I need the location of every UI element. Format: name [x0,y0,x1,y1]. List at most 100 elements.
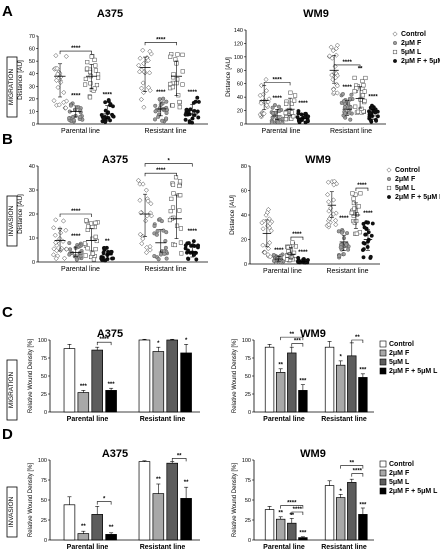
chart-b-3: WM9 0 20 40 60 80 Distance [AU] Parental line Re… [229,154,440,275]
y-tick-label: 0 [44,538,47,544]
data-point [53,77,60,83]
data-point [265,246,271,252]
legend-swatch [379,469,387,477]
y-tick-label: 60 [29,47,35,53]
data-point [342,105,347,110]
data-point [106,98,111,102]
data-point [326,199,332,205]
data-point [264,102,270,108]
significance-label: **** [272,96,282,102]
bar [166,462,178,541]
data-point [140,181,146,187]
significance-label: ** [355,335,360,341]
data-point [147,70,153,76]
data-point [138,96,144,103]
data-point [333,45,339,52]
data-point [85,60,90,65]
data-point [93,63,98,68]
y-axis-label: Relative Wound Density [%] [232,463,238,538]
significance-label: *** [299,530,307,536]
data-point [354,218,359,224]
data-point [358,191,363,196]
bar [264,509,275,541]
data-point [175,77,180,82]
y-tick-label: 75 [41,478,47,484]
data-point [330,47,336,54]
chart-c-4: A375 0 25 50 75 100 Relative Wound Density [%]… [28,328,200,423]
data-point [53,217,59,223]
y-tick-label: 60 [237,82,243,88]
y-tick-label: 50 [245,498,251,504]
data-point [194,257,199,262]
y-tick-label: 120 [234,41,243,47]
data-point [359,106,364,111]
x-group-label: Resistant line [321,544,367,550]
data-point [339,230,344,235]
data-point [82,241,88,246]
chart-title: WM9 [303,8,329,20]
legend-label: 2μM F [389,470,410,477]
data-point [293,93,298,98]
data-point [284,101,289,106]
data-point [326,222,332,228]
legend-label: 5μM L [389,479,410,486]
data-point [267,254,273,260]
significance-label: ** [358,66,363,72]
data-point [111,114,116,119]
y-tick-label: 50 [41,498,47,504]
data-point [108,249,113,254]
data-point [74,257,79,262]
significance-label: **** [363,211,373,217]
data-point [93,247,98,252]
data-point [139,241,145,247]
data-point [340,92,345,97]
data-point [258,82,265,88]
y-tick-label: 75 [245,356,251,362]
bar [347,482,357,541]
data-point [363,232,368,237]
significance-bracket [59,213,92,217]
significance-bracket [280,505,304,509]
x-group-label: Resistant line [144,266,186,273]
significance-label: * [157,341,160,347]
data-point [88,69,93,75]
data-point [260,242,266,248]
data-point [331,182,337,188]
y-axis-label: Relative Wound Density [%] [28,339,34,414]
data-point [71,118,76,123]
data-point [92,86,97,91]
data-point [155,228,160,233]
data-point [360,93,365,98]
x-group-label: Resistant line [326,268,368,275]
data-point [170,182,176,187]
data-point [99,256,104,261]
chart-title: WM9 [300,328,326,340]
data-point [262,249,268,255]
data-point [345,231,350,236]
y-tick-label: 20 [29,97,35,103]
bar [275,372,286,413]
y-tick-label: 0 [44,410,47,416]
data-point [177,208,182,213]
data-point [329,55,335,61]
data-point [305,118,310,123]
data-point [178,193,183,198]
significance-label: **** [293,507,303,513]
y-axis-label: Relative Wound Density [%] [232,339,238,414]
bar [91,514,103,541]
y-tick-label: 100 [242,338,251,344]
significance-label: *** [80,384,88,390]
data-point [55,84,61,90]
data-point [147,210,154,216]
chart-a-0: A375 0 10 20 30 40 50 60 70 Distance [AU] Parental… [17,8,208,135]
significance-label: **** [156,37,166,43]
y-tick-label: 50 [245,374,251,380]
bar [91,349,103,413]
y-tick-label: 60 [241,189,247,195]
bar [77,392,90,413]
data-point [68,247,73,252]
y-tick-label: 70 [29,34,35,40]
y-tick-label: 0 [32,122,35,128]
data-point [93,220,98,225]
data-point [145,198,151,204]
